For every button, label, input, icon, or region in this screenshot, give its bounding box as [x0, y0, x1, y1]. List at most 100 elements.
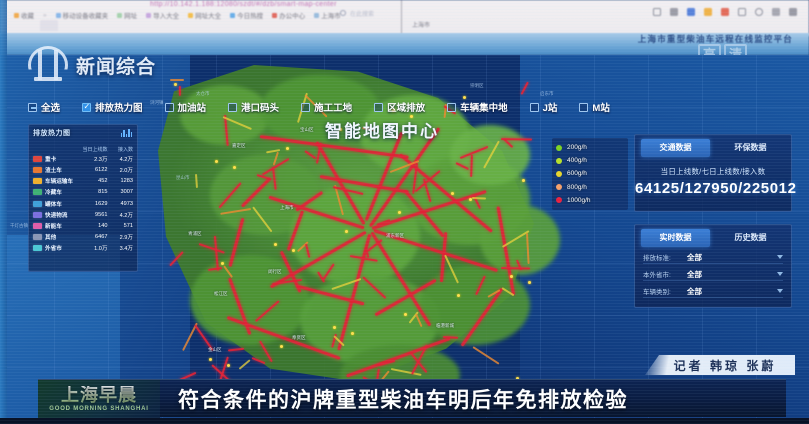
map-poi-marker[interactable] [469, 198, 472, 201]
refresh-icon[interactable] [772, 8, 780, 16]
second-window-bookmark[interactable]: 上海市 [412, 23, 431, 29]
traffic-panel-tabs[interactable]: 交通数据 环保数据 [635, 135, 791, 157]
map-poi-marker[interactable] [410, 115, 413, 118]
chevron-down-icon[interactable] [777, 289, 783, 293]
layer-checkbox-emission-heatmap[interactable]: 排放热力图 [82, 100, 143, 114]
map-poi-marker[interactable] [286, 147, 289, 150]
chrome-search-box[interactable]: 在此搜索 [340, 8, 460, 18]
menu-icon[interactable] [789, 8, 797, 16]
map-poi-marker[interactable] [339, 128, 342, 131]
layer-checkbox-label: 全选 [41, 103, 61, 114]
map-poi-marker[interactable] [233, 166, 236, 169]
scanline [0, 387, 809, 388]
scanline [0, 120, 809, 121]
filter-dropdown[interactable]: 车辆类别: 全部 [643, 285, 783, 298]
map-poi-marker[interactable] [398, 211, 401, 214]
map-poi-marker[interactable] [209, 358, 212, 361]
stats-today-value: 6467 [95, 234, 108, 241]
panel-tab[interactable]: 环保数据 [734, 143, 767, 152]
chevron-down-icon[interactable] [777, 272, 783, 276]
extension-icon[interactable] [687, 8, 695, 16]
layer-checkbox-m-station[interactable]: M站 [579, 100, 610, 114]
filter-dropdown[interactable]: 本外省市: 全部 [643, 268, 783, 281]
layer-checkbox-port-terminal[interactable]: 港口码头 [228, 100, 279, 114]
chevron-down-icon[interactable] [777, 255, 783, 259]
bookmark-item[interactable]: 网址大全 [188, 10, 221, 20]
map-poi-marker[interactable] [404, 313, 407, 316]
checkbox-icon[interactable] [301, 102, 311, 112]
map-poi-marker[interactable] [510, 275, 513, 278]
scanline [0, 345, 809, 346]
map-poi-marker[interactable] [516, 377, 519, 380]
map-poi-marker[interactable] [522, 179, 525, 182]
layer-checkbox-select-all[interactable]: 全选 [28, 100, 60, 114]
bookmark-item[interactable]: 办公中心 [272, 10, 305, 20]
map-poi-marker[interactable] [292, 249, 295, 252]
layer-checkbox-construction-site[interactable]: 施工工地 [301, 100, 352, 114]
map-poi-marker[interactable] [451, 192, 454, 195]
panel-tab[interactable]: 历史数据 [734, 233, 767, 242]
address-bar-url[interactable]: http://10.142.1.188:12080/szdt/#/dzb/sma… [150, 1, 337, 8]
layer-checkbox-label: 车辆集中地 [460, 103, 508, 114]
scanline [0, 162, 809, 163]
bookmark-item[interactable]: 收藏 [14, 10, 34, 20]
bookmark-item[interactable]: 今日热搜 [230, 10, 263, 20]
shield-icon[interactable] [704, 8, 712, 16]
window-icon[interactable] [653, 8, 661, 16]
map-poi-marker[interactable] [215, 160, 218, 163]
checkbox-icon[interactable] [82, 101, 92, 112]
scanline [0, 336, 809, 337]
layer-checkbox-regional-emission[interactable]: 区域排放 [374, 100, 425, 114]
layer-checkbox-gas-station[interactable]: 加油站 [164, 100, 206, 114]
filter-list[interactable]: 排放标准: 全部 本外省市: 全部 车辆类别: 全部 [635, 251, 791, 298]
map-poi-marker[interactable] [351, 332, 354, 335]
map-poi-marker[interactable] [392, 109, 395, 112]
checkbox-icon[interactable] [28, 102, 37, 112]
map-poi-marker[interactable] [174, 83, 177, 86]
grid-icon[interactable] [738, 8, 746, 16]
scissors-icon[interactable] [670, 8, 678, 16]
map-poi-marker[interactable] [457, 294, 460, 297]
map-poi-marker[interactable] [528, 281, 531, 284]
panel-tab[interactable]: 实时数据 [641, 229, 710, 247]
map-poi-marker[interactable] [333, 326, 336, 329]
bookmark-item[interactable]: 网址 [117, 10, 137, 20]
layer-checkbox-j-station[interactable]: J站 [529, 100, 557, 114]
realtime-panel-tabs[interactable]: 实时数据 历史数据 [635, 225, 791, 247]
scanline [0, 105, 809, 106]
checkbox-icon[interactable] [374, 102, 384, 112]
map-poi-marker[interactable] [227, 364, 230, 367]
checkbox-icon[interactable] [228, 102, 238, 112]
stats-table-header: 当日上线数 接入数 [33, 147, 133, 153]
scanline [0, 204, 809, 205]
checkbox-icon[interactable] [529, 102, 539, 112]
scanline [0, 189, 809, 190]
bookmark-item[interactable]: 导入大全 [146, 10, 179, 20]
map-poi-marker[interactable] [274, 243, 277, 246]
map-poi-marker[interactable] [280, 345, 283, 348]
map-poi-marker[interactable] [345, 230, 348, 233]
layer-toolbar[interactable]: 全选 排放热力图 加油站 港口码头 施工工地 区域排放 车辆集中地 J站 M站 [28, 97, 638, 117]
bookmark-item[interactable]: 上海市 [314, 10, 341, 20]
chart-icon[interactable] [721, 8, 729, 16]
map-poi-marker[interactable] [463, 96, 466, 99]
scanline [0, 381, 809, 382]
layer-checkbox-vehicle-hub[interactable]: 车辆集中地 [447, 100, 508, 114]
vehicle-type-label: 外省市 [45, 246, 62, 253]
map-poi-marker[interactable] [221, 262, 224, 265]
browser-tab[interactable] [40, 20, 58, 31]
bookmark-bar[interactable]: 收藏 » 移动设备收藏夹 网址 导入大全 网址大全 今日热搜 办公中心 上海市 [14, 10, 341, 20]
checkbox-icon[interactable] [579, 102, 589, 112]
circle-icon[interactable] [755, 8, 763, 16]
checkbox-icon[interactable] [447, 102, 457, 112]
scanline [0, 411, 809, 412]
bookmark-icon [55, 12, 61, 18]
legend-label: 600g/h [567, 170, 587, 178]
panel-tab[interactable]: 交通数据 [641, 139, 710, 157]
emission-road-segment [170, 79, 184, 81]
legend-row: 800g/h [556, 181, 624, 194]
chrome-toolbar-icons[interactable] [653, 8, 797, 16]
checkbox-icon[interactable] [164, 102, 174, 112]
filter-dropdown[interactable]: 排放标准: 全部 [643, 251, 783, 264]
bookmark-item[interactable]: 移动设备收藏夹 [55, 10, 108, 20]
